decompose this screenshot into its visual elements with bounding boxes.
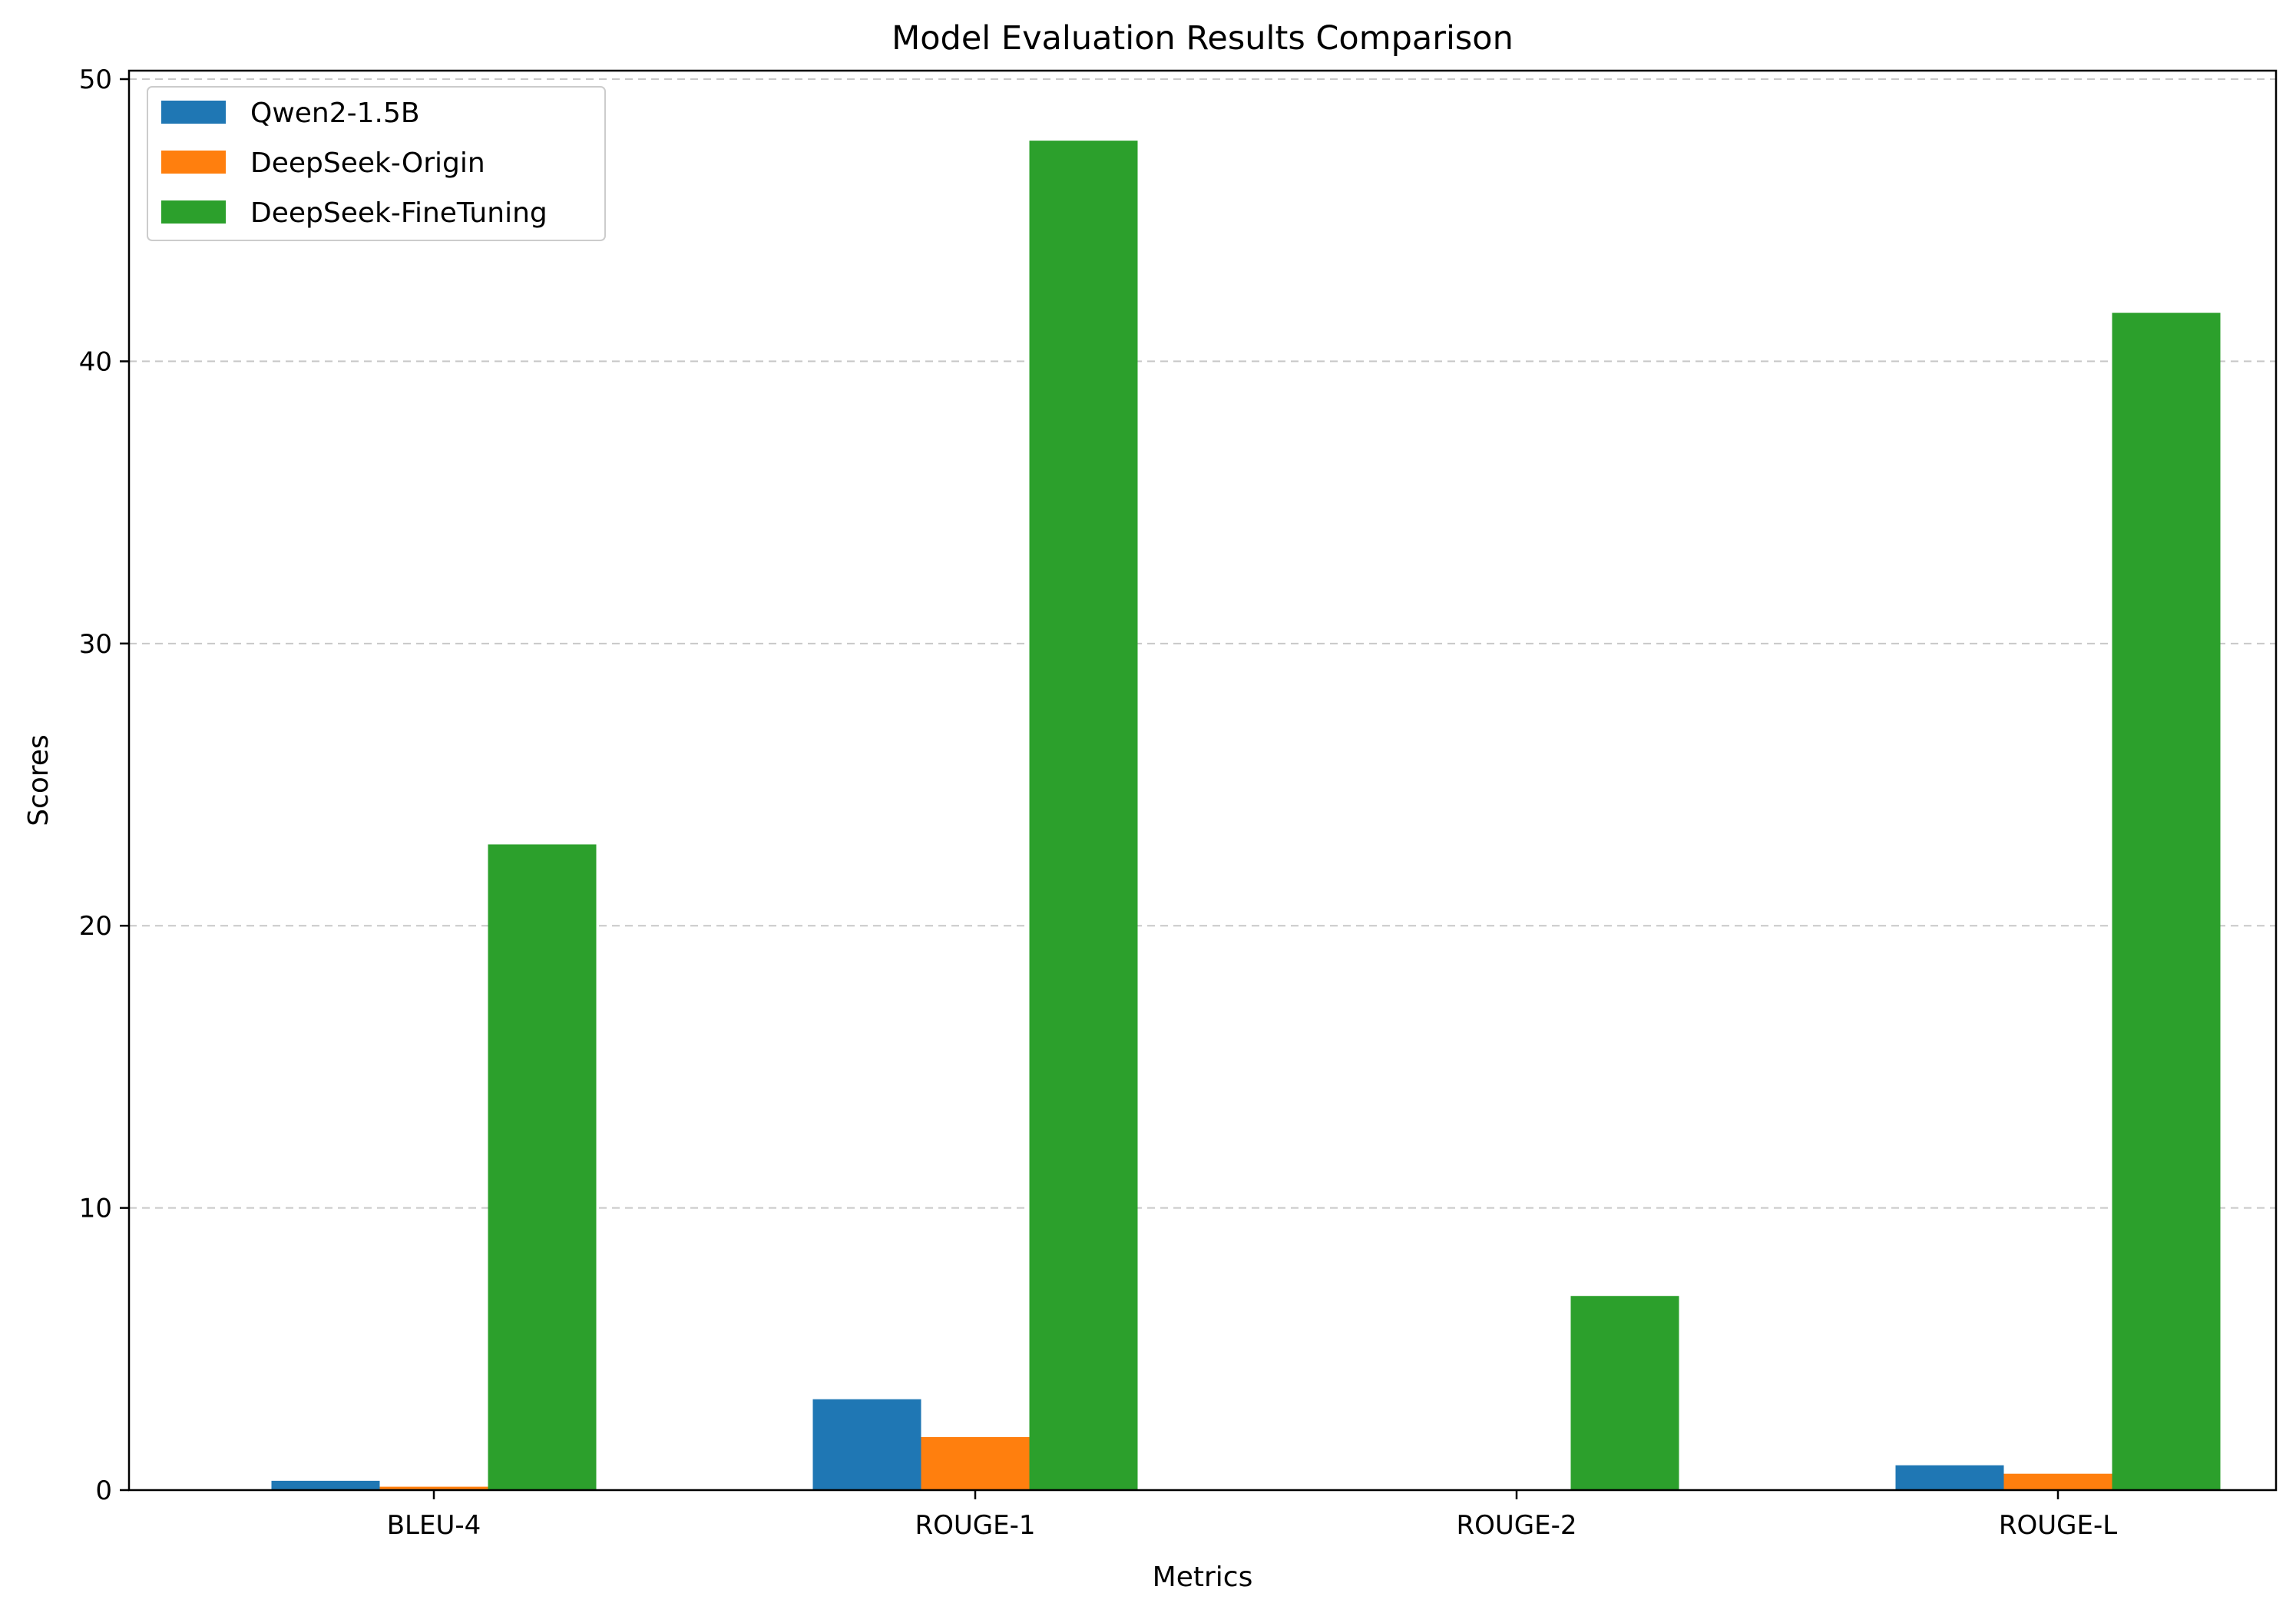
bars: [271, 141, 2221, 1490]
x-tick-label: BLEU-4: [387, 1510, 481, 1541]
bar-deepseek-finetuning-rouge-2: [1570, 1296, 1679, 1490]
bar-qwen2-1-5b-rouge-l: [1895, 1465, 2004, 1490]
bar-deepseek-finetuning-rouge-l: [2112, 313, 2221, 1490]
y-tick-label: 0: [95, 1476, 112, 1506]
y-axis-label: Scores: [23, 734, 55, 826]
x-axis-label: Metrics: [1153, 1562, 1253, 1593]
legend-label-deepseek-finetuning: DeepSeek-FineTuning: [250, 197, 548, 229]
y-tick-label: 40: [79, 346, 112, 377]
bar-deepseek-origin-rouge-1: [921, 1436, 1030, 1490]
chart-title: Model Evaluation Results Comparison: [892, 19, 1514, 58]
bar-deepseek-finetuning-bleu-4: [488, 844, 597, 1490]
legend-swatch-deepseek-origin: [161, 151, 226, 174]
y-tick-label: 20: [79, 911, 112, 942]
y-tick-label: 50: [79, 65, 112, 95]
legend-swatch-deepseek-finetuning: [161, 200, 226, 224]
bar-deepseek-origin-rouge-l: [2003, 1473, 2112, 1490]
x-tick-label: ROUGE-2: [1456, 1510, 1576, 1541]
legend-swatch-qwen2: [161, 101, 226, 124]
plot-frame: [127, 69, 2278, 1492]
bar-deepseek-finetuning-rouge-1: [1029, 141, 1138, 1490]
legend-label-deepseek-origin: DeepSeek-Origin: [250, 147, 485, 179]
x-tick-label: ROUGE-1: [915, 1510, 1035, 1541]
x-tick-label: ROUGE-L: [1999, 1510, 2117, 1541]
legend-label-qwen2: Qwen2-1.5B: [250, 98, 420, 129]
bar-deepseek-origin-bleu-4: [379, 1486, 488, 1490]
y-tick-label: 10: [79, 1194, 112, 1224]
y-tick-label: 30: [79, 629, 112, 660]
legend-frame: [147, 86, 606, 241]
bar-qwen2-1-5b-bleu-4: [271, 1480, 380, 1490]
grid-lines: [129, 78, 2276, 1209]
legend: Qwen2-1.5B DeepSeek-Origin DeepSeek-Fine…: [147, 86, 606, 241]
axis-ticks: 0 10 20 30 40 50 BLEU-4 ROUGE-1 ROUGE-2 ROUGE-L: [79, 65, 2117, 1541]
bar-qwen2-1-5b-rouge-1: [812, 1399, 921, 1490]
